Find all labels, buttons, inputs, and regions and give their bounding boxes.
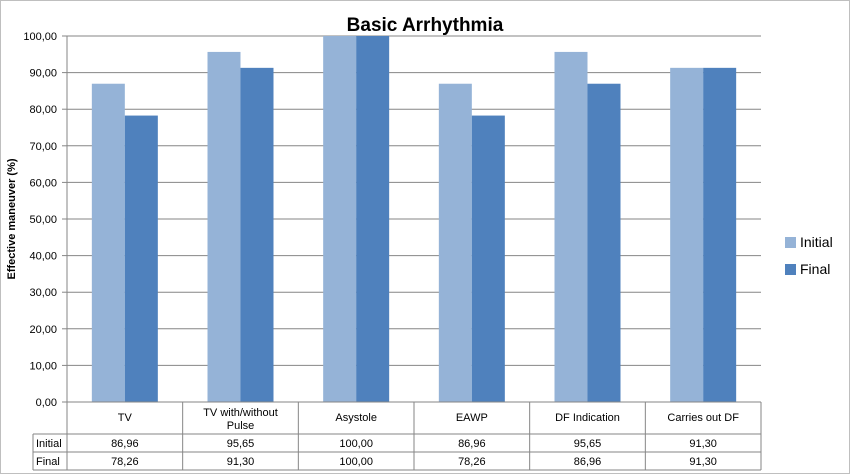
bar-initial <box>91 83 125 402</box>
data-label: 100,00 <box>339 456 373 468</box>
gridlines <box>67 35 761 366</box>
bar-initial <box>207 51 241 403</box>
x-tick-label: TV <box>118 412 133 424</box>
x-tick-label: Asystole <box>335 412 377 424</box>
x-tick-label: TV with/without <box>203 407 278 419</box>
bars <box>91 36 737 403</box>
y-tick-label: 80,00 <box>29 104 57 116</box>
bar-final <box>356 36 390 402</box>
bar-final <box>124 115 158 403</box>
bar-initial <box>323 36 357 402</box>
x-tick-label: EAWP <box>456 412 488 424</box>
data-label: 91,30 <box>689 438 717 450</box>
y-tick-label: 20,00 <box>29 324 57 336</box>
data-label: 100,00 <box>339 438 373 450</box>
bar-initial <box>670 67 704 402</box>
legend-swatch <box>785 264 796 275</box>
chart-title: Basic Arrhythmia <box>347 15 504 36</box>
data-label: 91,30 <box>227 456 255 468</box>
y-tick-label: 0,00 <box>36 397 57 409</box>
data-label: 91,30 <box>689 456 717 468</box>
y-tick-label: 50,00 <box>29 214 57 226</box>
bar-final <box>587 83 621 402</box>
legend: Initial Final <box>785 234 833 277</box>
data-label: 95,65 <box>227 438 255 450</box>
y-tick-label: 70,00 <box>29 141 57 153</box>
legend-swatch <box>785 237 796 248</box>
data-label: 95,65 <box>574 438 602 450</box>
x-tick-label: DF Indication <box>555 412 620 424</box>
y-tick-label: 10,00 <box>29 360 57 372</box>
y-tick-label: 60,00 <box>29 177 57 189</box>
y-tick-label: 30,00 <box>29 287 57 299</box>
data-label: 86,96 <box>574 456 602 468</box>
bar-final <box>240 67 274 402</box>
table-row-header: Final <box>36 456 60 468</box>
legend-label: Initial <box>800 234 833 250</box>
y-tick-label: 90,00 <box>29 68 57 80</box>
bar-initial <box>438 83 472 402</box>
legend-label: Final <box>800 261 830 277</box>
data-label: 86,96 <box>111 438 139 450</box>
y-tick-label: 40,00 <box>29 251 57 263</box>
data-label: 78,26 <box>111 456 139 468</box>
x-tick-label: Carries out DF <box>667 412 739 424</box>
y-tick-label: 100,00 <box>23 31 57 43</box>
x-tick-label: Pulse <box>227 420 255 432</box>
data-label: 86,96 <box>458 438 486 450</box>
bar-initial <box>554 51 588 403</box>
bar-final <box>703 67 737 402</box>
table-row-header: Initial <box>36 438 62 450</box>
data-label: 78,26 <box>458 456 486 468</box>
y-axis-label: Effective maneuver (%) <box>6 158 18 279</box>
bar-final <box>471 115 505 403</box>
